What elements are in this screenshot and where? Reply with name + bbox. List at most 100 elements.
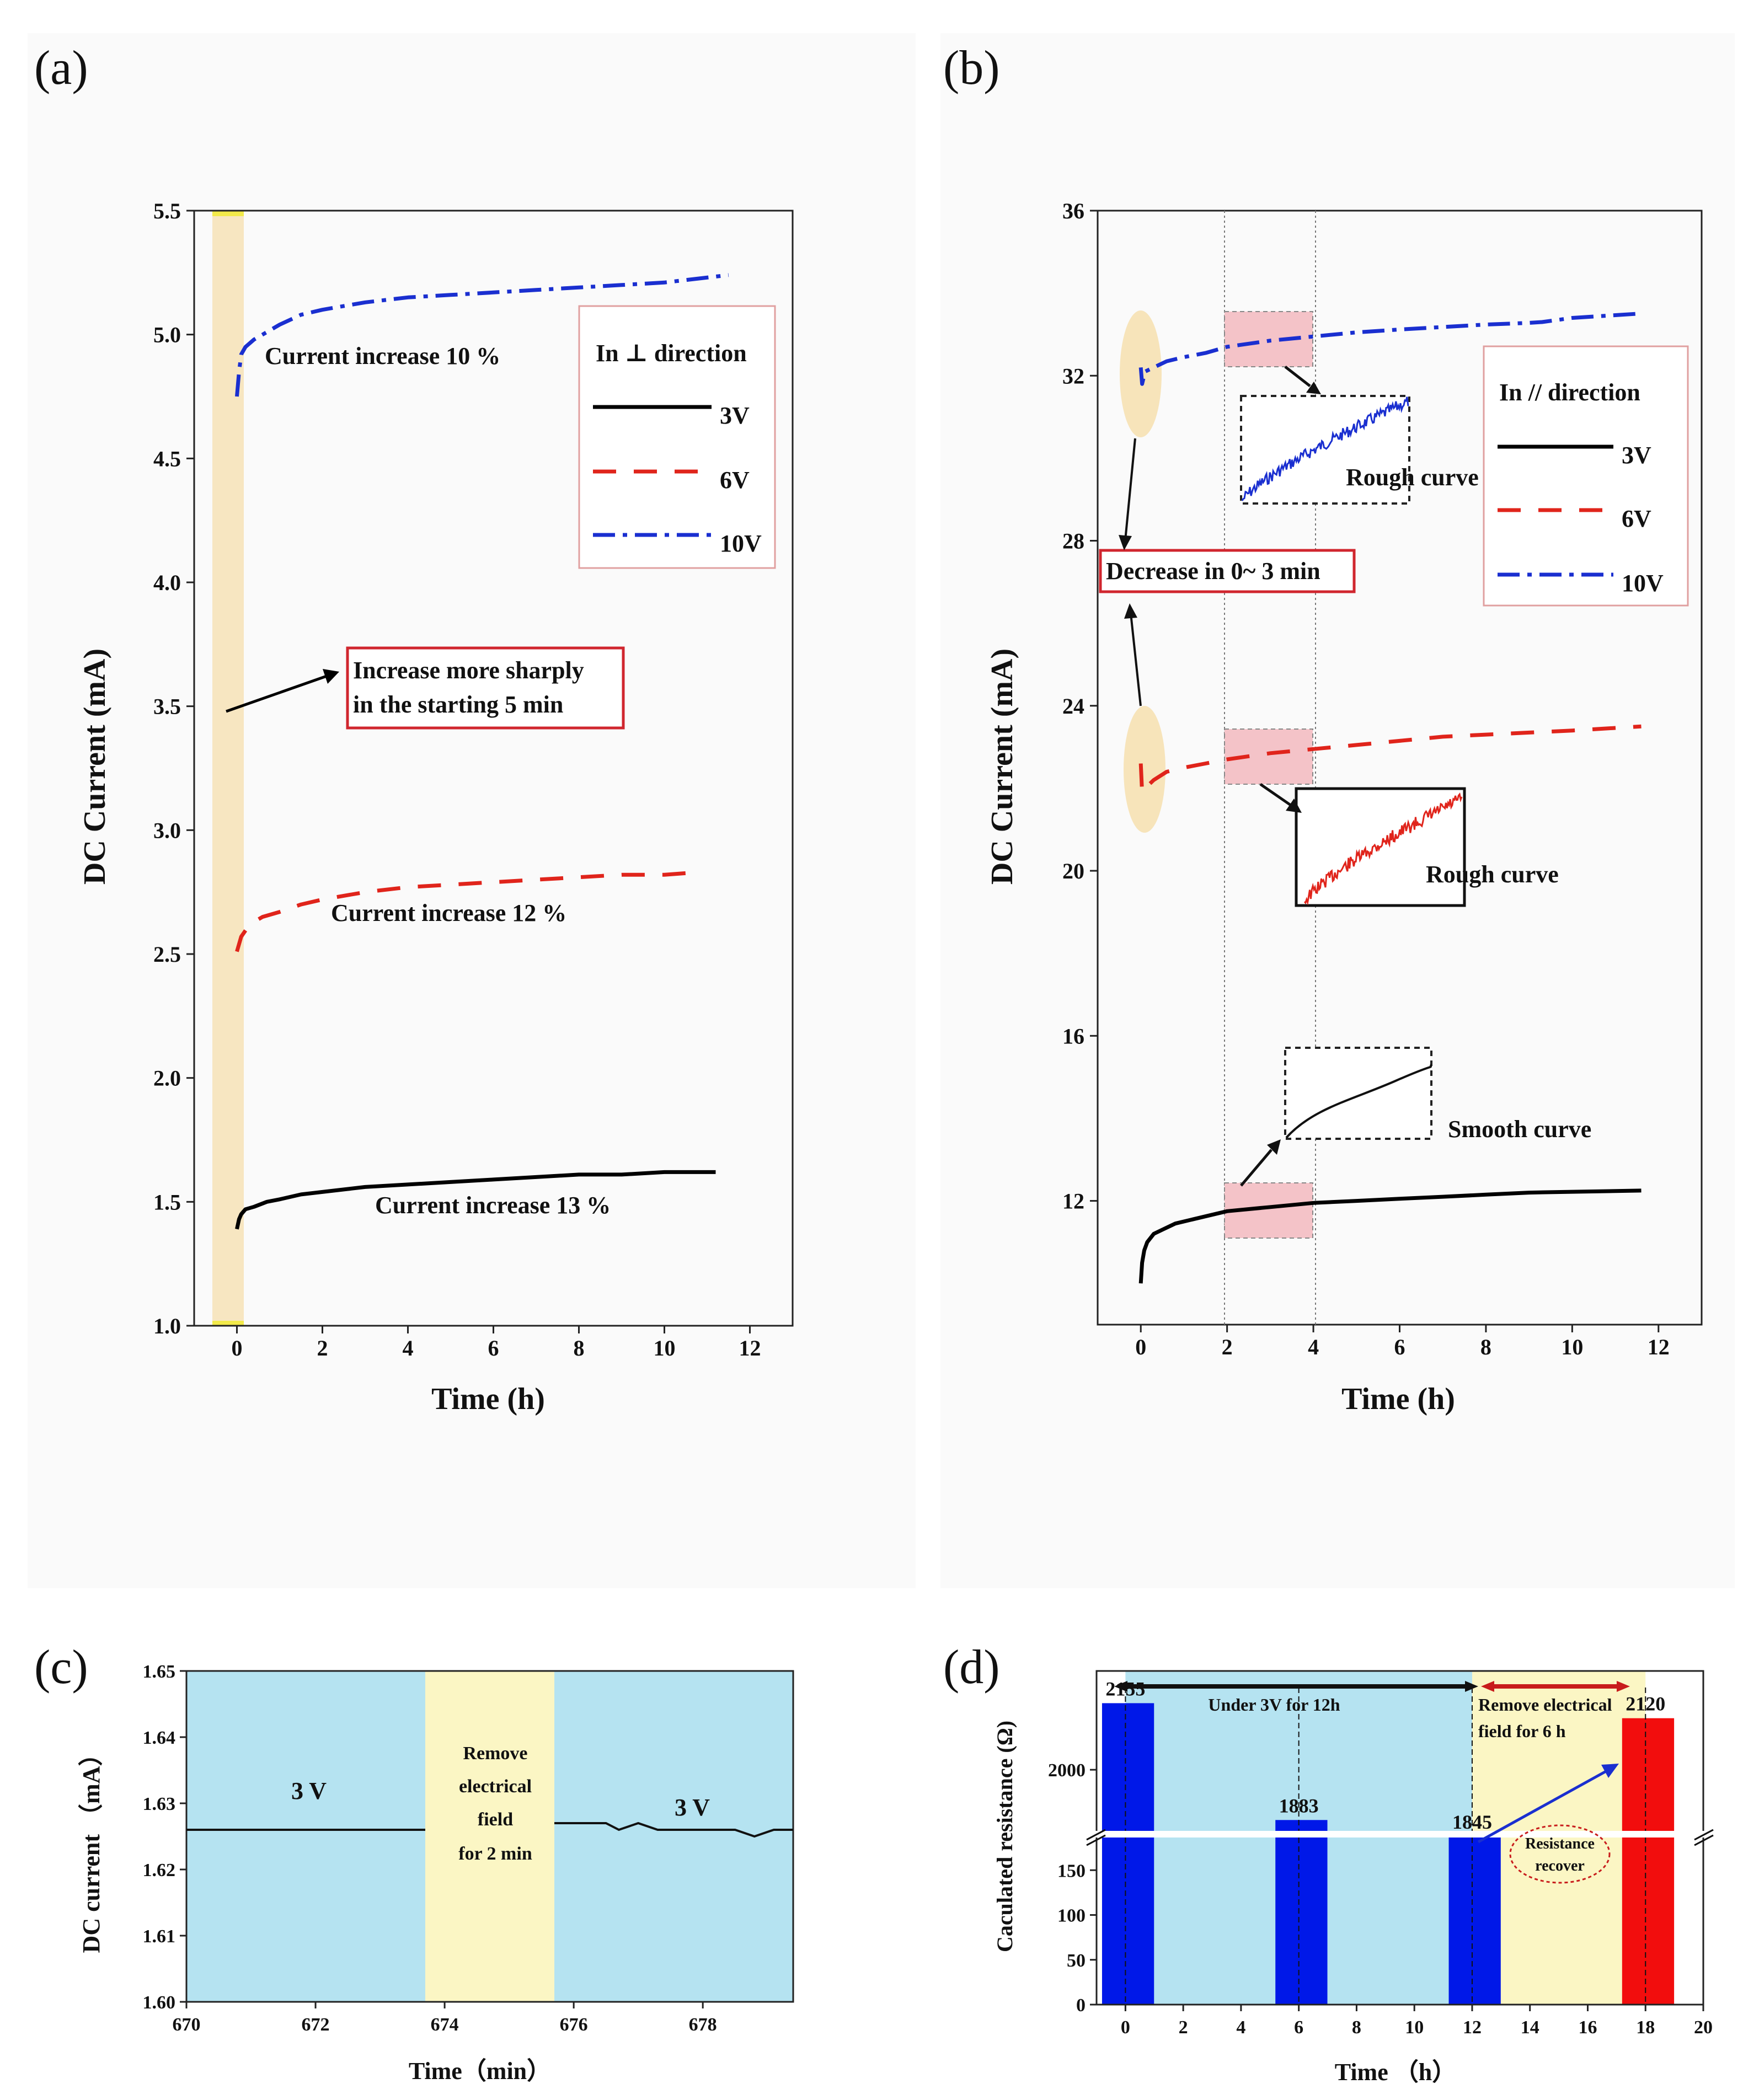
- a-annotation-3v: Current increase 13 %: [375, 1192, 611, 1219]
- d-bar-0: [1102, 1703, 1154, 2005]
- b-inset-3v-curve: [1285, 1064, 1432, 1139]
- c-y-axis-label: DC current （mA）: [78, 1742, 105, 1953]
- a-ytick-label: 2.0: [153, 1066, 181, 1091]
- c-xtick-label: 672: [302, 2015, 330, 2035]
- c-x-axis-label: Time（min）: [409, 2058, 551, 2085]
- b-legend-box: [1483, 345, 1689, 607]
- d-annotation-resistance: Resistance: [1525, 1835, 1595, 1852]
- d-xtick-label: 12: [1463, 2017, 1482, 2038]
- a-ytick-label: 3.0: [153, 818, 181, 843]
- c-ytick-label: 1.64: [143, 1728, 176, 1748]
- a-xtick-label: 2: [317, 1336, 328, 1360]
- a-annotation-10v: Current increase 10 %: [265, 342, 500, 369]
- a-legend-label-6v: 6V: [720, 467, 750, 494]
- b-xtick-label: 10: [1561, 1335, 1583, 1359]
- b-series-line-1: [1138, 724, 1642, 795]
- b-inset-10v-arrowhead: [1306, 382, 1321, 394]
- d-xtick-label: 10: [1405, 2017, 1424, 2038]
- d-y-axis-label: Caculated resistance (Ω): [992, 1721, 1017, 1952]
- d-region-1: [1472, 1671, 1646, 2005]
- d-ytick-label: 100: [1057, 1906, 1086, 1926]
- a-annotation-6v: Current increase 12 %: [331, 899, 566, 926]
- a-ytick-label: 4.5: [153, 446, 181, 471]
- b-series-line-0: [1138, 1188, 1642, 1284]
- a-xtick-label: 8: [574, 1336, 585, 1360]
- a-annotation-arrowhead: [323, 669, 339, 684]
- d-xtick-label: 16: [1578, 2017, 1597, 2038]
- b-xtick-label: 12: [1648, 1335, 1670, 1359]
- a-xtick-label: 0: [232, 1336, 243, 1360]
- b-inset-10v-label: Rough curve: [1346, 464, 1479, 491]
- b-inset-3v-arrow: [1240, 1149, 1273, 1187]
- d-xtick-label: 20: [1694, 2017, 1713, 2038]
- b-legend-label-3v: 3V: [1622, 442, 1651, 469]
- d-xtick-label: 8: [1352, 2017, 1361, 2038]
- d-recover-ellipse: [1509, 1824, 1611, 1884]
- b-annotation-box: [1099, 549, 1356, 593]
- c-plot-frame: [185, 1670, 794, 2003]
- d-xtick-label: 18: [1636, 2017, 1655, 2038]
- d-period-arrowhead-3v-right: [1465, 1681, 1478, 1692]
- d-xtick-label: 0: [1121, 2017, 1130, 2038]
- b-annotation-arrow-up: [1124, 438, 1136, 541]
- c-xtick-label: 670: [173, 2015, 201, 2035]
- b-xtick-label: 4: [1308, 1335, 1319, 1359]
- b-legend-label-6v: 6V: [1622, 505, 1651, 532]
- a-annotation-arrow: [226, 674, 329, 713]
- a-legend-label-3v: 3V: [720, 402, 750, 429]
- b-annotation-arrow-down: [1130, 613, 1142, 706]
- b-annotation-box-text: Decrease in 0~ 3 min: [1106, 558, 1320, 585]
- d-xtick-label: 6: [1294, 2017, 1303, 2038]
- panel-label-c: (c): [34, 1641, 88, 1694]
- c-annotation-remove-1: Remove: [463, 1743, 527, 1764]
- c-xtick-label: 678: [689, 2015, 717, 2035]
- d-bar-1: [1275, 1820, 1328, 2005]
- b-annotation-arrowhead-down: [1124, 603, 1137, 619]
- c-region-1: [425, 1671, 555, 2002]
- d-period-arrowhead-3v-left: [1114, 1681, 1127, 1692]
- a-annotation-box-line1: Increase more sharply: [353, 657, 584, 684]
- panel-c: 1.60 1.61 1.62 1.63 1.64 1.65 670 672 674 676 678…: [78, 1662, 794, 2085]
- d-x-axis-label: Time （h）: [1335, 2059, 1456, 2086]
- b-inset-10v-curve: [1241, 397, 1409, 501]
- d-bar-label-1: 1883: [1279, 1794, 1319, 1817]
- c-ytick-label: 1.65: [143, 1662, 176, 1682]
- b-ytick-label: 20: [1062, 859, 1084, 883]
- c-annotation-remove-2: electrical: [459, 1776, 532, 1797]
- c-xtick-label: 674: [431, 2015, 459, 2035]
- c-ytick-label: 1.61: [143, 1926, 176, 1947]
- d-ytick-label: 150: [1057, 1861, 1086, 1881]
- a-legend-title: In ⊥ direction: [596, 340, 747, 367]
- b-legend-title: In // direction: [1499, 379, 1640, 406]
- a-xtick-label: 6: [488, 1336, 499, 1360]
- b-inset-3v: [1284, 1047, 1432, 1140]
- a-ytick-label: 1.5: [153, 1190, 181, 1214]
- a-series-line-1: [235, 870, 699, 952]
- d-plot-frame: [1095, 1670, 1704, 2006]
- d-ytick-label: 0: [1076, 1995, 1086, 2016]
- b-ytick-label: 16: [1062, 1024, 1084, 1048]
- c-annotation-remove-3: field: [478, 1809, 513, 1830]
- d-annotation-remove-2: field for 6 h: [1478, 1721, 1566, 1741]
- d-axis-break-right-2: [1694, 1834, 1714, 1846]
- a-series-line-0: [235, 1170, 716, 1230]
- d-period-arrowhead-remove-right: [1617, 1681, 1630, 1692]
- b-xtick-label: 0: [1135, 1335, 1146, 1359]
- c-annotation-3v-left: 3 V: [291, 1777, 327, 1804]
- c-annotation-3v-right: 3 V: [675, 1794, 710, 1821]
- d-period-arrowhead-remove-left: [1481, 1681, 1494, 1692]
- d-axis-break-left-2: [1086, 1834, 1106, 1846]
- b-xtick-label: 2: [1222, 1335, 1233, 1359]
- b-xtick-label: 8: [1480, 1335, 1491, 1359]
- b-ytick-label: 12: [1062, 1189, 1084, 1214]
- panel-label-a: (a): [34, 41, 88, 95]
- d-ytick-label: 2000: [1048, 1760, 1086, 1781]
- panel-a: 1.0 1.5 2.0 2.5 3.0 3.5 4.0 4.5 5.0 5.5 0 2 4 6 8 10 12…: [78, 199, 794, 1416]
- d-recover-arrowhead: [1601, 1764, 1619, 1778]
- d-annotation-recover: recover: [1535, 1857, 1585, 1874]
- a-annotation-box-line2: in the starting 5 min: [353, 691, 563, 718]
- b-xtick-label: 6: [1394, 1335, 1405, 1359]
- a-xtick-label: 10: [654, 1336, 676, 1360]
